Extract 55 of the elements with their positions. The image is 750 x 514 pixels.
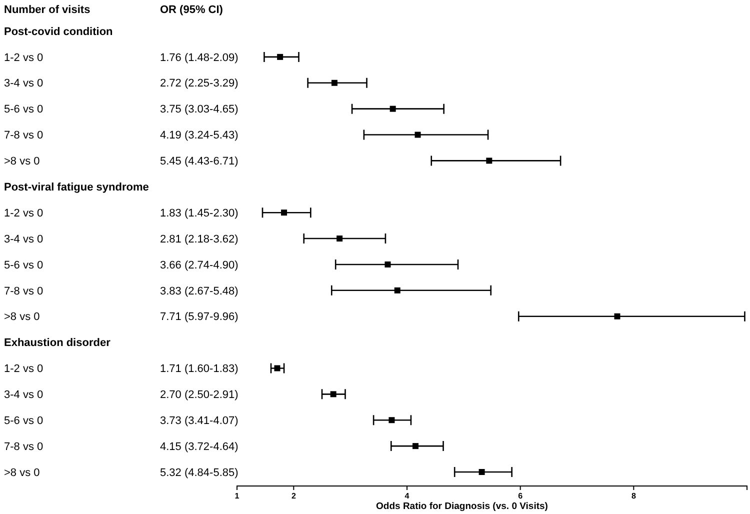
data-label: 1.76 (1.48-2.09) [160, 52, 238, 64]
x-axis-title: Odds Ratio for Diagnosis (vs. 0 Visits) [376, 501, 548, 512]
y-tick-label: 5-6 vs 0 [4, 104, 44, 116]
data-label: 2.72 (2.25-3.29) [160, 78, 238, 90]
point [394, 287, 400, 294]
point [414, 132, 421, 138]
y-tick-label: 3-4 vs 0 [4, 233, 44, 246]
point [614, 313, 620, 320]
point [281, 210, 288, 216]
data-label: 3.83 (2.67-5.48) [160, 285, 238, 298]
y-tick-label: 1-2 vs 0 [4, 363, 44, 376]
text: OR (95% CI) [160, 4, 224, 16]
y-tick-label: 7-8 vs 0 [4, 130, 44, 142]
y-tick-label: Post-covid condition [4, 26, 114, 38]
point [330, 391, 336, 398]
point [388, 417, 395, 424]
data-label: 3.73 (3.41-4.07) [160, 414, 238, 427]
x-tick-label: 4 [404, 492, 410, 501]
data-label: 4.15 (3.72-4.64) [160, 440, 238, 453]
point [277, 54, 284, 60]
x-tick-label: 6 [518, 492, 524, 501]
y-tick-label: 5-6 vs 0 [4, 259, 44, 272]
y-tick-label: 7-8 vs 0 [4, 285, 44, 298]
y-tick-label: 3-4 vs 0 [4, 78, 44, 90]
y-tick-label: 1-2 vs 0 [4, 207, 44, 220]
y-tick-label: 7-8 vs 0 [4, 440, 44, 453]
data-label: 1.83 (1.45-2.30) [160, 207, 238, 220]
point [478, 469, 485, 475]
point [384, 261, 391, 268]
data-label: 1.71 (1.60-1.83) [160, 363, 238, 376]
x-tick-label: 8 [631, 492, 636, 501]
y-tick-label: 5-6 vs 0 [4, 414, 44, 427]
point [486, 158, 492, 164]
data-label: 2.81 (2.18-3.62) [160, 233, 238, 246]
point [390, 106, 396, 112]
data-label: 5.45 (4.43-6.71) [160, 156, 238, 168]
point [336, 236, 343, 242]
data-label: 7.71 (5.97-9.96) [160, 311, 238, 324]
data-label: 5.32 (4.84-5.85) [160, 466, 238, 479]
y-tick-label: Exhaustion disorder [4, 337, 112, 350]
x-tick-label: 2 [291, 492, 296, 501]
y-tick-label: 1-2 vs 0 [4, 52, 44, 64]
data-label: 3.66 (2.74-4.90) [160, 259, 238, 272]
x-tick-label: 1 [234, 492, 240, 501]
y-tick-label: 3-4 vs 0 [4, 389, 44, 402]
data-label: 3.75 (3.03-4.65) [160, 104, 238, 116]
y-tick-label: >8 vs 0 [4, 466, 40, 479]
y-tick-label: >8 vs 0 [4, 311, 40, 324]
y-tick-label: Post-viral fatigue syndrome [4, 181, 149, 194]
point [331, 80, 338, 86]
y-tick-label: >8 vs 0 [4, 156, 40, 168]
data-label: 4.19 (3.24-5.43) [160, 130, 238, 142]
point [412, 443, 418, 450]
y-axis-title: Number of visits [4, 4, 90, 16]
data-label: 2.70 (2.50-2.91) [160, 389, 238, 402]
